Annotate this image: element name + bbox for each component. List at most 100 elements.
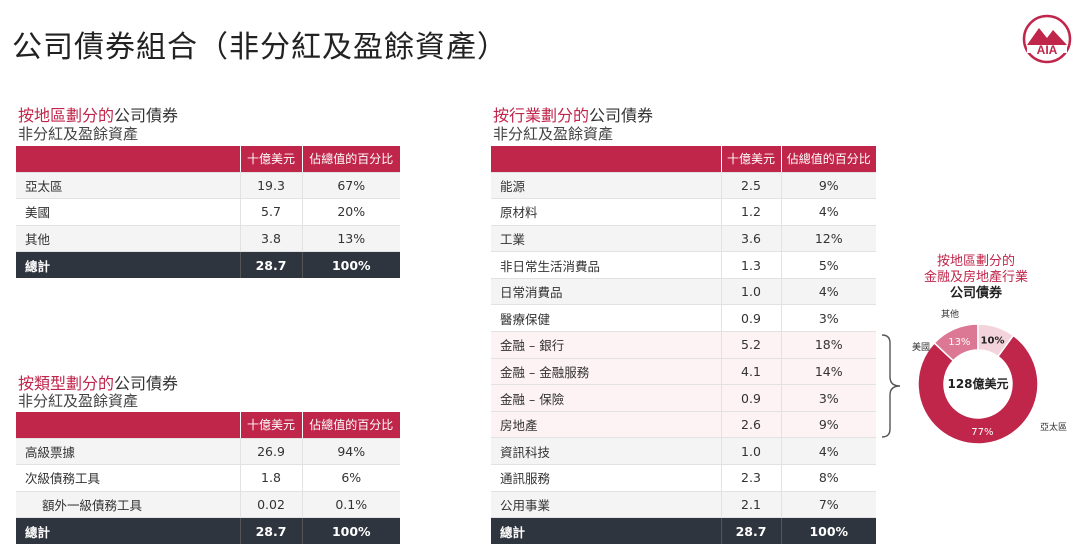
table-row: 金融 – 保險 0.9 3% [491, 384, 876, 412]
table-row: 工業 3.6 12% [491, 225, 876, 253]
industry-row-label: 金融 – 保險 [491, 384, 722, 412]
table-row: 亞太區 19.3 67% [16, 172, 400, 200]
bracket-connector [881, 334, 901, 438]
region-row-label: 美國 [16, 198, 241, 226]
table-row: 醫療保健 0.9 3% [491, 304, 876, 333]
table-row: 其他 3.8 13% [16, 225, 400, 253]
table-row: 金融 – 金融服務 4.1 14% [491, 358, 876, 386]
donut-category-label: 亞太區 [1040, 421, 1067, 433]
industry-total-label: 總計 [491, 517, 722, 545]
region-row-label: 其他 [16, 225, 241, 253]
table-row: 非日常生活消費品 1.3 5% [491, 251, 876, 279]
region-title-rest: 公司債券 [114, 106, 179, 125]
table-row: 資訊科技 1.0 4% [491, 437, 876, 466]
type-row-value: 0.02 [240, 491, 303, 519]
type-table: 十億美元 佔總值的百分比 高級票據 26.9 94% 次級債務工具 1.8 6%… [16, 412, 400, 545]
type-title-highlight: 按類型劃分的 [18, 374, 115, 393]
donut-category-label: 其他 [941, 308, 959, 320]
aia-logo: AIA [1022, 14, 1072, 64]
donut-category-label: 美國 [912, 341, 930, 353]
table-row: 能源 2.5 9% [491, 172, 876, 200]
industry-row-value: 2.1 [721, 491, 782, 519]
industry-row-label: 醫療保健 [491, 304, 722, 333]
region-section-subtitle: 非分紅及盈餘資產 [18, 125, 139, 143]
industry-row-pct: 18% [781, 331, 876, 359]
industry-header-value: 十億美元 [721, 146, 782, 173]
industry-row-value: 2.5 [721, 172, 782, 200]
type-section-title: 按類型劃分的公司債券 [18, 370, 178, 394]
donut-slice-value-label: 77% [971, 427, 993, 438]
type-title-rest: 公司債券 [114, 374, 179, 393]
industry-section-subtitle: 非分紅及盈餘資產 [493, 125, 614, 143]
donut-slice [977, 323, 1015, 358]
donut-title-line2: 金融及房地產行業 [923, 270, 1028, 285]
type-row-value: 26.9 [240, 438, 303, 466]
industry-title-rest: 公司債券 [589, 106, 654, 125]
industry-row-label: 金融 – 金融服務 [491, 358, 722, 386]
type-section-subtitle: 非分紅及盈餘資產 [18, 392, 139, 410]
region-total-label: 總計 [16, 251, 241, 279]
donut-center-label: 128億美元 [947, 376, 1008, 391]
table-total-row: 總計 28.7 100% [491, 517, 876, 545]
region-row-label: 亞太區 [16, 172, 241, 200]
industry-row-value: 0.9 [721, 304, 782, 333]
industry-row-value: 2.6 [721, 411, 782, 439]
industry-row-pct: 4% [781, 437, 876, 466]
region-header-pct: 佔總值的百分比 [302, 146, 400, 173]
industry-row-pct: 8% [781, 464, 876, 492]
region-header-value: 十億美元 [240, 146, 303, 173]
type-row-label: 次級債務工具 [16, 464, 241, 492]
donut-chart: 128億美元 77% 13% 10% 亞太區 美國 其他 [912, 308, 1067, 445]
industry-section-title: 按行業劃分的公司債券 [493, 102, 653, 126]
table-row: 通訊服務 2.3 8% [491, 464, 876, 492]
industry-row-pct: 7% [781, 491, 876, 519]
industry-table: 十億美元 佔總值的百分比 能源 2.5 9% 原材料 1.2 4% 工業 3.6 12% 非… [491, 146, 876, 545]
type-total-pct: 100% [302, 517, 400, 545]
region-table: 十億美元 佔總值的百分比 亞太區 19.3 67% 美國 5.7 20% 其他 … [16, 146, 400, 279]
industry-row-label: 金融 – 銀行 [491, 331, 722, 359]
industry-total-pct: 100% [781, 517, 876, 545]
table-row: 金融 – 銀行 5.2 18% [491, 331, 876, 359]
industry-row-value: 0.9 [721, 384, 782, 412]
type-total-label: 總計 [16, 517, 241, 545]
region-title-highlight: 按地區劃分的 [18, 106, 115, 125]
industry-header-blank [491, 146, 722, 173]
industry-row-pct: 5% [781, 251, 876, 279]
table-row: 高級票據 26.9 94% [16, 438, 400, 466]
region-header-blank [16, 146, 241, 173]
table-row: 次級債務工具 1.8 6% [16, 464, 400, 492]
type-row-label: 額外一級債務工具 [16, 491, 241, 519]
type-header-pct: 佔總值的百分比 [302, 412, 400, 439]
type-row-pct: 0.1% [302, 491, 400, 519]
industry-row-value: 5.2 [721, 331, 782, 359]
donut-title: 按地區劃分的 金融及房地產行業 公司債券 [914, 254, 1038, 302]
industry-row-label: 公用事業 [491, 491, 722, 519]
page-title: 公司債券組合（非分紅及盈餘資產） [12, 30, 508, 65]
region-row-value: 3.8 [240, 225, 303, 253]
industry-title-highlight: 按行業劃分的 [493, 106, 590, 125]
type-header-value: 十億美元 [240, 412, 303, 439]
type-row-label: 高級票據 [16, 438, 241, 466]
industry-row-pct: 14% [781, 358, 876, 386]
region-section-title: 按地區劃分的公司債券 [18, 102, 178, 126]
table-row: 房地產 2.6 9% [491, 411, 876, 439]
industry-row-value: 3.6 [721, 225, 782, 253]
type-header-blank [16, 412, 241, 439]
industry-row-label: 房地產 [491, 411, 722, 439]
region-total-value: 28.7 [240, 251, 303, 279]
industry-row-label: 能源 [491, 172, 722, 200]
table-row: 原材料 1.2 4% [491, 198, 876, 226]
industry-row-value: 1.3 [721, 251, 782, 279]
industry-row-value: 1.2 [721, 198, 782, 226]
industry-row-value: 1.0 [721, 437, 782, 466]
region-row-pct: 67% [302, 172, 400, 200]
industry-row-label: 日常消費品 [491, 278, 722, 306]
industry-row-pct: 4% [781, 278, 876, 306]
industry-row-value: 2.3 [721, 464, 782, 492]
industry-row-pct: 3% [781, 304, 876, 333]
type-row-pct: 94% [302, 438, 400, 466]
type-row-value: 1.8 [240, 464, 303, 492]
donut-title-line3: 公司債券 [949, 286, 1002, 301]
table-total-row: 總計 28.7 100% [16, 251, 400, 279]
table-row: 美國 5.7 20% [16, 198, 400, 226]
